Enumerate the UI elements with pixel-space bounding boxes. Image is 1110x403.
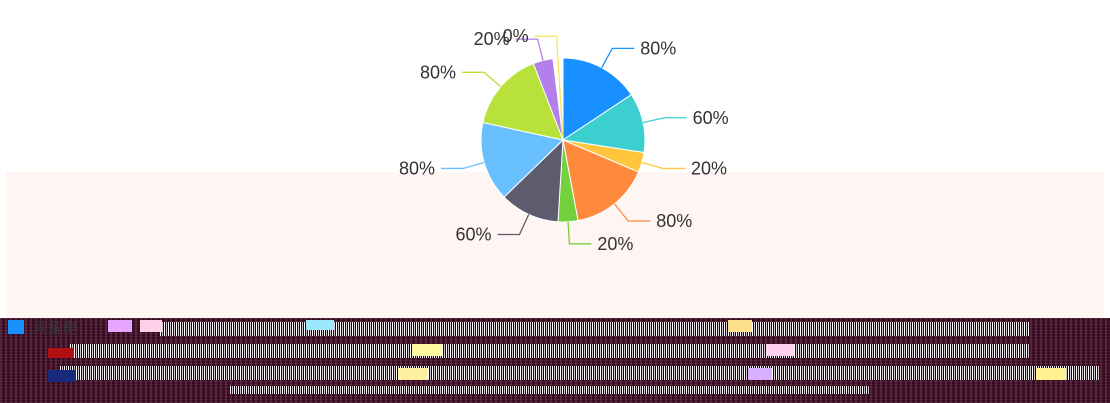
slice-label: 80% (420, 62, 456, 82)
slice-label: 80% (656, 211, 692, 231)
leader-line (568, 222, 591, 244)
legend-label: 具备电 (32, 317, 77, 338)
slice-label: 80% (640, 38, 676, 58)
leader-line (498, 214, 529, 234)
slice-label: 60% (693, 108, 729, 128)
leader-line (642, 162, 685, 168)
slice-label: 0% (503, 26, 529, 46)
legend-strip (0, 318, 1110, 403)
leader-line (462, 72, 501, 86)
slice-label: 60% (456, 224, 492, 244)
leader-line (614, 204, 650, 221)
slice-label: 20% (691, 158, 727, 178)
legend-swatch (8, 320, 24, 334)
leader-line (441, 162, 484, 168)
slice-label: 80% (399, 158, 435, 178)
leader-line (602, 48, 634, 67)
leader-line (643, 118, 686, 123)
pie-slices (481, 58, 645, 222)
slice-label: 20% (597, 234, 633, 254)
